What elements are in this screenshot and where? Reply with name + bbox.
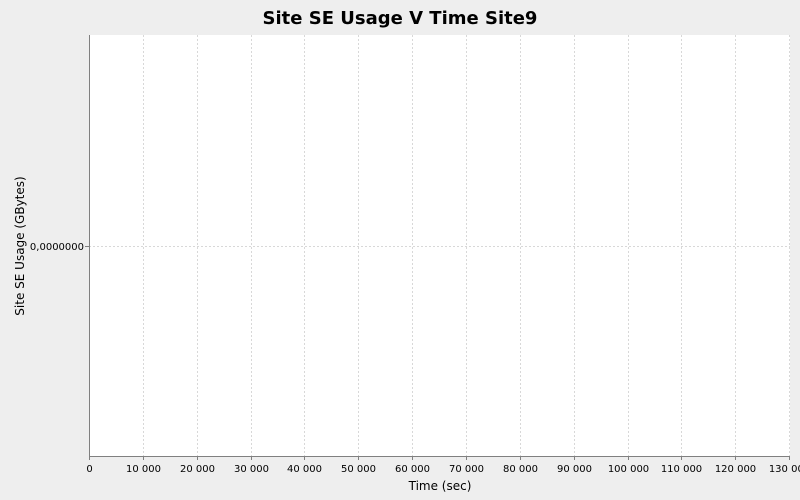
x-tick-label: 120 000 (715, 464, 756, 475)
x-tick-label: 10 000 (126, 464, 161, 475)
chart-title: Site SE Usage V Time Site9 (263, 8, 538, 29)
x-tick-label: 50 000 (341, 464, 376, 475)
x-axis-ticks: 0 10 000 20 000 30 000 40 000 50 000 60 000 70 … (86, 456, 800, 475)
y-tick-label: 0,0000000 (30, 242, 84, 253)
x-tick-label: 130 000 (769, 464, 800, 475)
x-axis-label: Time (sec) (408, 479, 472, 493)
y-axis-ticks: 0,0000000 (30, 242, 89, 253)
grid (89, 35, 790, 456)
x-tick-label: 90 000 (557, 464, 592, 475)
x-tick-label: 40 000 (287, 464, 322, 475)
y-axis-label: Site SE Usage (GBytes) (13, 176, 27, 315)
x-tick-label: 60 000 (395, 464, 430, 475)
x-tick-label: 0 (86, 464, 92, 475)
x-tick-label: 80 000 (503, 464, 538, 475)
x-tick-label: 30 000 (234, 464, 269, 475)
plot-area (89, 35, 790, 456)
x-tick-label: 70 000 (449, 464, 484, 475)
x-tick-label: 20 000 (180, 464, 215, 475)
x-tick-label: 100 000 (608, 464, 649, 475)
x-tick-label: 110 000 (661, 464, 702, 475)
